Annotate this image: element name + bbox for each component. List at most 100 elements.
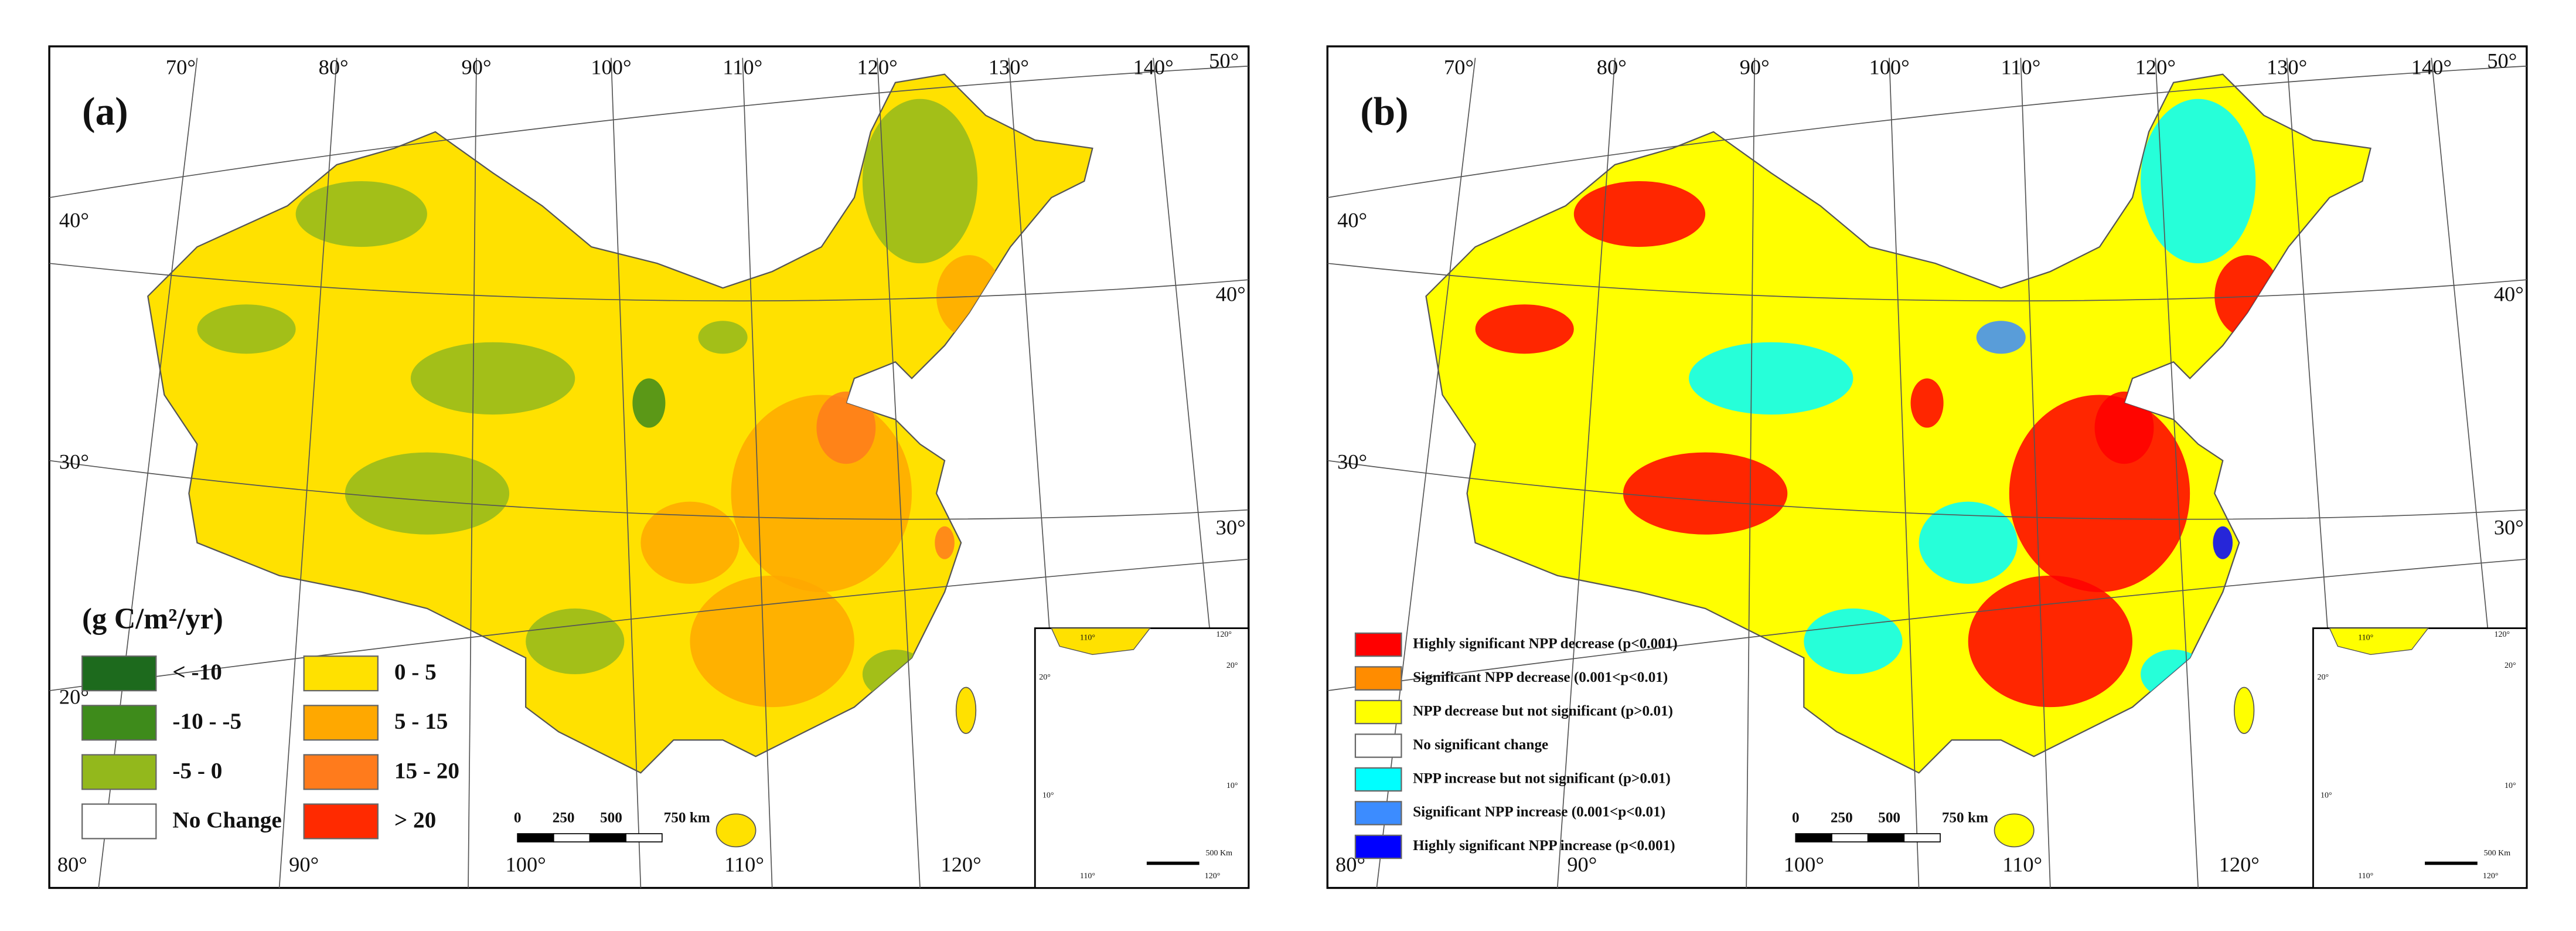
scale-bar — [1831, 833, 1869, 842]
scale-bar — [517, 833, 554, 842]
legend-swatch — [81, 803, 157, 840]
legend-swatch — [1354, 733, 1402, 758]
hainan — [715, 813, 757, 848]
longitude-label: 80° — [57, 852, 87, 876]
region-patch — [2141, 98, 2256, 264]
parallel — [1327, 65, 2527, 198]
scale-label: 250 — [553, 810, 575, 826]
latitude-label: 30° — [1216, 516, 1246, 539]
map-panel: 110° 120° 20° 20° 10° 10° 110° 120° 500 Km 70° 80°… — [1326, 45, 2528, 889]
parallel — [49, 65, 1249, 198]
longitude-label: 80° — [1597, 56, 1627, 79]
longitude-label: 70° — [1444, 56, 1474, 79]
inset-frame — [2312, 627, 2528, 889]
legend-swatch — [1354, 767, 1402, 792]
longitude-label: 110° — [2002, 852, 2042, 876]
meridian — [2431, 57, 2495, 691]
latitude-label: 40° — [2494, 283, 2524, 306]
longitude-label: 70° — [166, 56, 196, 79]
region-patch — [1804, 608, 1903, 675]
inset-label: 20° — [1039, 673, 1051, 682]
scale-label: 750 km — [1942, 810, 1988, 826]
latitude-label: 30° — [59, 450, 89, 474]
inset-label: 500 Km — [1206, 849, 1233, 858]
legend-swatch — [303, 803, 379, 840]
latitude-label: 40° — [59, 208, 89, 232]
legend-label: 5 - 15 — [394, 709, 448, 734]
inset-label: 10° — [2321, 791, 2332, 800]
longitude-label: 80° — [319, 56, 349, 79]
panel-label: (b) — [1360, 89, 1408, 133]
region-patch — [1475, 304, 1574, 354]
region-patch — [640, 501, 740, 584]
longitude-label: 90° — [462, 56, 492, 79]
taiwan — [955, 687, 977, 734]
scale-bar — [589, 833, 627, 842]
region-patch — [935, 526, 955, 559]
region-patch — [690, 575, 854, 708]
inset-coast — [1051, 627, 1151, 655]
legend-label: Significant NPP decrease (0.001<p<0.01) — [1413, 670, 1668, 685]
region-patch — [1976, 321, 2026, 354]
inset-label: 20° — [2317, 673, 2329, 682]
inset-scale — [2425, 861, 2478, 865]
inset-label: 20° — [2505, 661, 2516, 670]
scale-label: 0 — [514, 810, 522, 826]
scale-bar — [1795, 833, 1832, 842]
inset-label: 500 Km — [2484, 849, 2511, 858]
region-patch — [1910, 378, 1944, 428]
longitude-label: 140° — [1133, 56, 1173, 79]
legend-swatch — [81, 705, 157, 741]
latitude-label: 40° — [1216, 283, 1246, 306]
legend-swatch — [1354, 834, 1402, 859]
inset-label: 110° — [1080, 872, 1095, 881]
region-patch — [295, 181, 427, 247]
longitude-label: 90° — [1567, 852, 1597, 876]
longitude-label: 130° — [2267, 56, 2307, 79]
meridian — [468, 57, 477, 888]
region-patch — [526, 608, 625, 675]
region-patch — [2094, 391, 2154, 464]
longitude-label: 100° — [1869, 56, 1909, 79]
region-patch — [1919, 501, 2018, 584]
inset-scale — [1146, 861, 1200, 865]
legend-label: 15 - 20 — [394, 758, 459, 783]
longitude-label: 120° — [857, 56, 897, 79]
region-patch — [816, 391, 876, 464]
region-patch — [862, 98, 978, 264]
meridian — [742, 57, 773, 888]
longitude-label: 110° — [723, 56, 762, 79]
legend-label: Highly significant NPP decrease (p<0.001… — [1413, 636, 1678, 651]
inset-label: 110° — [1080, 634, 1095, 643]
longitude-label: 50° — [1209, 49, 1239, 72]
meridian — [2020, 57, 2051, 888]
inset-label: 10° — [2505, 782, 2516, 790]
longitude-label: 110° — [724, 852, 764, 876]
longitude-label: 110° — [2001, 56, 2040, 79]
longitude-label: 90° — [1740, 56, 1770, 79]
scale-bar — [553, 833, 591, 842]
legend-label: No significant change — [1413, 737, 1548, 753]
longitude-label: 100° — [591, 56, 631, 79]
region-patch — [1623, 452, 1788, 535]
legend-label: < -10 — [172, 660, 222, 685]
longitude-label: 90° — [289, 852, 319, 876]
parallel — [1327, 460, 2527, 520]
taiwan — [2234, 687, 2255, 734]
region-patch — [197, 304, 296, 354]
legend-label: NPP decrease but not significant (p>0.01… — [1413, 703, 1673, 719]
longitude-label: 100° — [506, 852, 546, 876]
scale-bar — [625, 833, 663, 842]
legend-label: Significant NPP increase (0.001<p<0.01) — [1413, 804, 1665, 820]
longitude-label: 100° — [1784, 852, 1824, 876]
region-patch — [2213, 526, 2233, 559]
legend-swatch — [1354, 632, 1402, 657]
legend-swatch — [1354, 666, 1402, 691]
inset-label: 10° — [1042, 791, 1054, 800]
meridian — [877, 57, 921, 888]
legend-label: Highly significant NPP increase (p<0.001… — [1413, 838, 1675, 854]
meridian — [2155, 57, 2199, 888]
region-patch — [698, 321, 748, 354]
